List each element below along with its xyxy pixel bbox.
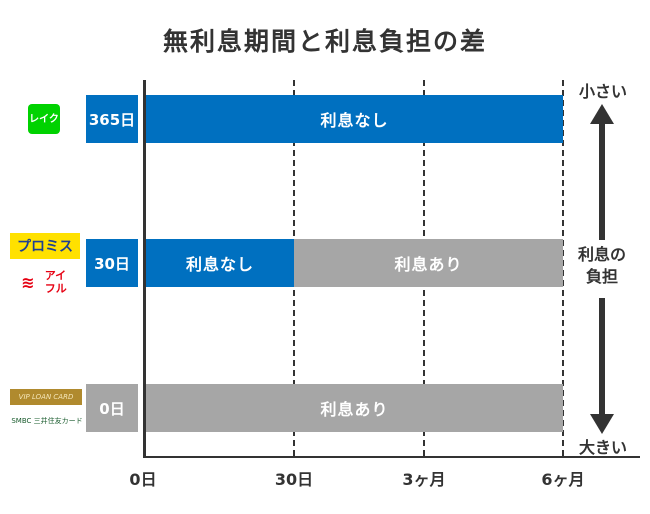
x-axis-line bbox=[143, 456, 640, 458]
double-arrow-icon bbox=[590, 104, 614, 434]
scale-top-label: 小さい bbox=[578, 82, 627, 101]
scale-middle-line2: 負担 bbox=[585, 267, 618, 286]
x-tick-3months: 3ヶ月 bbox=[402, 470, 446, 489]
aiful-logo: ≋ アイフル bbox=[12, 267, 80, 297]
period-label-30: 30日 bbox=[86, 239, 138, 287]
x-tick-6months: 6ヶ月 bbox=[541, 470, 585, 489]
period-label-365: 365日 bbox=[86, 95, 138, 143]
aiful-mark-icon: ≋ bbox=[21, 272, 35, 292]
bar-row2-no-interest: 利息なし bbox=[146, 239, 294, 287]
smbc-card-logo: SMBC 三井住友カード bbox=[10, 414, 84, 428]
gridline-6months bbox=[562, 80, 564, 456]
y-axis-line bbox=[143, 80, 146, 458]
scale-middle-label: 利息の 負担 bbox=[571, 244, 633, 288]
bar-row1-no-interest: 利息なし bbox=[146, 95, 563, 143]
x-tick-30days: 30日 bbox=[274, 470, 314, 489]
vip-loan-card-logo: VIP LOAN CARD bbox=[10, 389, 82, 405]
vip-logo-text: VIP LOAN CARD bbox=[18, 393, 74, 401]
smbc-logo-text: SMBC 三井住友カード bbox=[11, 417, 83, 425]
x-tick-0days: 0日 bbox=[129, 470, 157, 489]
chart-title: 無利息期間と利息負担の差 bbox=[162, 27, 487, 56]
bar-row3-interest: 利息あり bbox=[146, 384, 563, 432]
lake-logo-text: レイク bbox=[29, 113, 59, 125]
lake-logo: レイク bbox=[28, 104, 60, 134]
scale-middle-line1: 利息の bbox=[577, 245, 626, 264]
scale-bottom-label: 大きい bbox=[578, 438, 627, 457]
promise-logo-text: プロミス bbox=[17, 239, 73, 255]
promise-logo: プロミス bbox=[10, 233, 80, 259]
bar-row2-interest: 利息あり bbox=[294, 239, 563, 287]
period-label-0: 0日 bbox=[86, 384, 138, 432]
aiful-logo-text: アイフル bbox=[44, 269, 67, 295]
